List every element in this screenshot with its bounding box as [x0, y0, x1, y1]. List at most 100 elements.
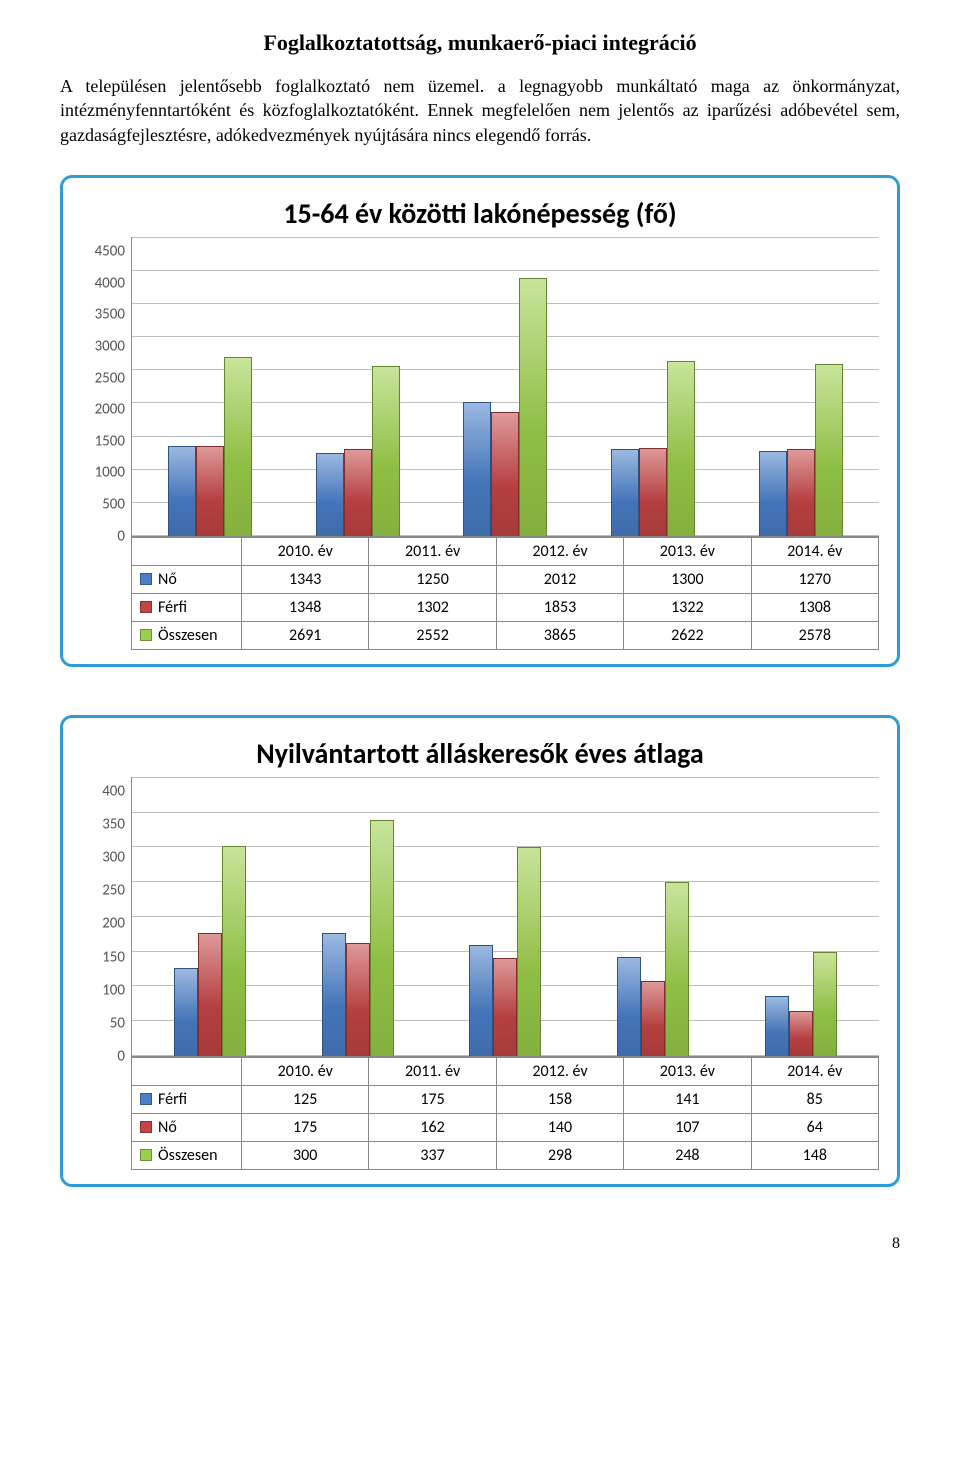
data-cell: 2691 [242, 621, 369, 649]
page-number: 8 [60, 1235, 900, 1253]
bar-group [611, 361, 695, 536]
chart-title: Nyilvántartott álláskeresők éves átlaga [81, 736, 879, 771]
column-header: 2014. év [751, 537, 878, 565]
column-header: 2011. év [369, 1057, 496, 1085]
y-tick-label: 350 [102, 818, 125, 833]
bar-group [174, 846, 246, 1056]
column-header: 2012. év [496, 537, 623, 565]
column-header: 2014. év [751, 1057, 878, 1085]
bar [641, 981, 665, 1056]
bar [519, 278, 547, 536]
bar-group [617, 882, 689, 1056]
chart-data-table: 2010. év2011. év2012. év2013. év2014. év… [131, 1057, 879, 1170]
legend-swatch [140, 601, 152, 613]
data-cell: 300 [242, 1141, 369, 1169]
bar-group [322, 820, 394, 1056]
y-tick-label: 3500 [95, 308, 125, 323]
y-tick-label: 1000 [95, 466, 125, 481]
data-cell: 2622 [624, 621, 751, 649]
y-tick-label: 0 [117, 1049, 125, 1064]
y-tick-label: 300 [102, 851, 125, 866]
bar-group [316, 366, 400, 536]
bar-group [168, 357, 252, 536]
chart-jobseekers: Nyilvántartott álláskeresők éves átlaga 0… [60, 715, 900, 1187]
data-cell: 1250 [369, 565, 496, 593]
data-cell: 2552 [369, 621, 496, 649]
y-tick-label: 1500 [95, 434, 125, 449]
data-cell: 64 [751, 1113, 878, 1141]
column-header: 2010. év [242, 537, 369, 565]
bar [617, 957, 641, 1056]
column-header: 2010. év [242, 1057, 369, 1085]
series-label: Nő [132, 1113, 242, 1141]
bar-group [765, 952, 837, 1056]
bar [815, 364, 843, 536]
bar [765, 996, 789, 1056]
data-cell: 1270 [751, 565, 878, 593]
bar [316, 453, 344, 536]
bar [224, 357, 252, 536]
bar [346, 943, 370, 1056]
bar [493, 958, 517, 1056]
data-cell: 158 [496, 1085, 623, 1113]
page-title: Foglalkoztatottság, munkaerő-piaci integ… [60, 30, 900, 56]
series-label: Összesen [132, 621, 242, 649]
y-tick-label: 250 [102, 884, 125, 899]
series-label: Férfi [132, 1085, 242, 1113]
bar [168, 446, 196, 536]
y-tick-label: 400 [102, 784, 125, 799]
data-cell: 298 [496, 1141, 623, 1169]
table-corner [132, 537, 242, 565]
legend-swatch [140, 1149, 152, 1161]
y-tick-label: 2500 [95, 371, 125, 386]
data-cell: 1343 [242, 565, 369, 593]
y-tick-label: 500 [102, 498, 125, 513]
series-label: Férfi [132, 593, 242, 621]
data-cell: 1853 [496, 593, 623, 621]
column-header: 2012. év [496, 1057, 623, 1085]
data-cell: 148 [751, 1141, 878, 1169]
column-header: 2013. év [624, 1057, 751, 1085]
data-cell: 175 [242, 1113, 369, 1141]
bar [639, 448, 667, 536]
data-cell: 1348 [242, 593, 369, 621]
bar [198, 933, 222, 1056]
bar [196, 446, 224, 536]
y-tick-label: 50 [110, 1016, 125, 1031]
y-tick-label: 150 [102, 950, 125, 965]
data-cell: 1308 [751, 593, 878, 621]
legend-swatch [140, 573, 152, 585]
bar [469, 945, 493, 1056]
plot-area [131, 777, 879, 1057]
chart-data-table: 2010. év2011. év2012. év2013. év2014. év… [131, 537, 879, 650]
data-cell: 337 [369, 1141, 496, 1169]
intro-paragraph: A településen jelentősebb foglalkoztató … [60, 74, 900, 147]
data-cell: 248 [624, 1141, 751, 1169]
bar [344, 449, 372, 536]
y-tick-label: 0 [117, 529, 125, 544]
data-cell: 2012 [496, 565, 623, 593]
data-cell: 175 [369, 1085, 496, 1113]
plot-area [131, 237, 879, 537]
y-axis: 050010001500200025003000350040004500 [81, 237, 131, 537]
bar [222, 846, 246, 1056]
data-cell: 1302 [369, 593, 496, 621]
legend-swatch [140, 629, 152, 641]
data-cell: 140 [496, 1113, 623, 1141]
bar [665, 882, 689, 1056]
data-cell: 107 [624, 1113, 751, 1141]
bar [789, 1011, 813, 1056]
bar-group [759, 364, 843, 536]
column-header: 2013. év [624, 537, 751, 565]
legend-swatch [140, 1093, 152, 1105]
table-corner [132, 1057, 242, 1085]
chart-title: 15-64 év közötti lakónépesség (fő) [81, 196, 879, 231]
bar-group [469, 847, 541, 1056]
bar [463, 402, 491, 536]
bar [322, 933, 346, 1056]
data-cell: 125 [242, 1085, 369, 1113]
y-tick-label: 100 [102, 983, 125, 998]
data-cell: 1300 [624, 565, 751, 593]
column-header: 2011. év [369, 537, 496, 565]
bar [174, 968, 198, 1056]
